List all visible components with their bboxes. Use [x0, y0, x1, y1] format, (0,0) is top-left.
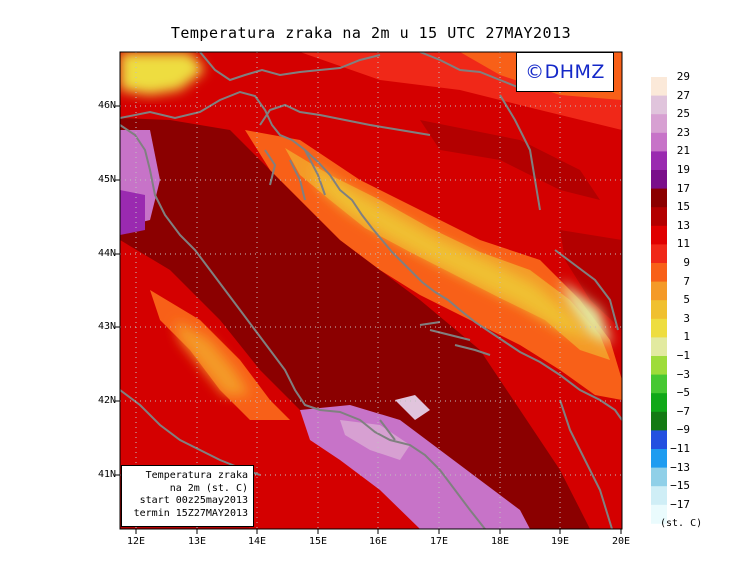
colorbar-swatch	[651, 132, 667, 152]
info-line-start: start 00z25may2013	[139, 495, 248, 506]
colorbar-swatch	[651, 188, 667, 208]
colorbar-swatch	[651, 393, 667, 413]
colorbar-swatch	[651, 151, 667, 171]
map-title: Temperatura zraka na 2m u 15 UTC 27MAY20…	[170, 24, 572, 42]
info-line-valid: termin 15Z27MAY2013	[133, 507, 248, 519]
lon-label-18e: 18E	[490, 536, 510, 547]
colorbar-level-label: −5	[676, 386, 690, 400]
axis-ticks	[115, 105, 622, 534]
colorbar-level-label: 13	[676, 218, 690, 232]
colorbar-level-label: 25	[676, 107, 690, 121]
colorbar-swatch	[651, 411, 667, 431]
colorbar-swatch	[651, 356, 667, 375]
colorbar-swatch	[651, 170, 667, 189]
colorbar-level-label: −13	[670, 460, 690, 474]
logo-text: ©DHMZ	[525, 61, 605, 83]
colorbar-level-label: 17	[676, 181, 690, 195]
lon-label-12e: 12E	[126, 536, 146, 547]
info-line-units: na 2m (st. C)	[169, 482, 248, 494]
colorbar	[651, 77, 667, 524]
lon-label-14e: 14E	[247, 536, 267, 547]
colorbar-units: (st. C)	[660, 518, 703, 529]
colorbar-level-label: −1	[676, 349, 690, 362]
graticule	[120, 52, 622, 529]
colorbar-level-label: 3	[683, 311, 690, 325]
colorbar-level-label: 21	[676, 144, 690, 158]
colorbar-level-label: 5	[683, 293, 690, 307]
lat-label-45n: 45N	[97, 174, 116, 185]
lat-label-43n: 43N	[97, 321, 116, 332]
lon-label-15e: 15E	[308, 536, 328, 547]
colorbar-level-label: −9	[676, 423, 690, 437]
colorbar-level-label: 11	[676, 237, 690, 251]
colorbar-level-label: 15	[676, 200, 690, 214]
colorbar-swatch	[651, 300, 667, 320]
lat-label-41n: 41N	[97, 469, 116, 480]
colorbar-swatch	[651, 374, 667, 394]
colorbar-swatch	[651, 281, 667, 301]
colorbar-level-label: −17	[670, 497, 690, 511]
dhmz-logo: ©DHMZ	[516, 52, 614, 92]
colorbar-swatch	[651, 449, 667, 468]
colorbar-swatch	[651, 95, 667, 115]
colorbar-swatch	[651, 430, 667, 450]
colorbar-level-label: −11	[670, 442, 690, 455]
colorbar-level-label: 1	[683, 330, 690, 344]
colorbar-swatch	[651, 486, 667, 506]
colorbar-swatch	[651, 263, 667, 282]
info-box: Temperatura zraka na 2m (st. C) start 00…	[121, 465, 254, 527]
lon-label-13e: 13E	[187, 536, 207, 547]
colorbar-level-label: 19	[676, 163, 690, 176]
colorbar-level-label: −3	[676, 367, 690, 381]
colorbar-level-label: 9	[683, 256, 690, 269]
coastlines	[120, 52, 622, 529]
colorbar-swatch	[651, 318, 667, 338]
colorbar-swatch	[651, 114, 667, 134]
info-line-variable: Temperatura zraka	[145, 470, 248, 481]
colorbar-swatch	[651, 77, 667, 96]
colorbar-swatch	[651, 337, 667, 357]
lat-label-42n: 42N	[97, 395, 116, 406]
lat-label-46n: 46N	[97, 100, 116, 111]
colorbar-swatch	[651, 244, 667, 264]
lon-label-16e: 16E	[368, 536, 388, 547]
colorbar-level-label: 23	[676, 125, 690, 139]
colorbar-level-label: 27	[676, 88, 690, 102]
colorbar-level-label: 29	[676, 70, 690, 83]
colorbar-swatch	[651, 467, 667, 487]
colorbar-level-label: 7	[683, 274, 690, 288]
colorbar-swatch	[651, 207, 667, 227]
colorbar-swatch	[651, 504, 667, 524]
lon-label-20e: 20E	[611, 536, 631, 547]
colorbar-swatch	[651, 225, 667, 245]
lon-label-17e: 17E	[429, 536, 449, 547]
colorbar-level-label: −15	[670, 479, 690, 493]
lat-label-44n: 44N	[97, 248, 116, 259]
map-frame	[119, 51, 623, 530]
lon-label-19e: 19E	[550, 536, 570, 547]
colorbar-level-label: −7	[676, 404, 690, 418]
